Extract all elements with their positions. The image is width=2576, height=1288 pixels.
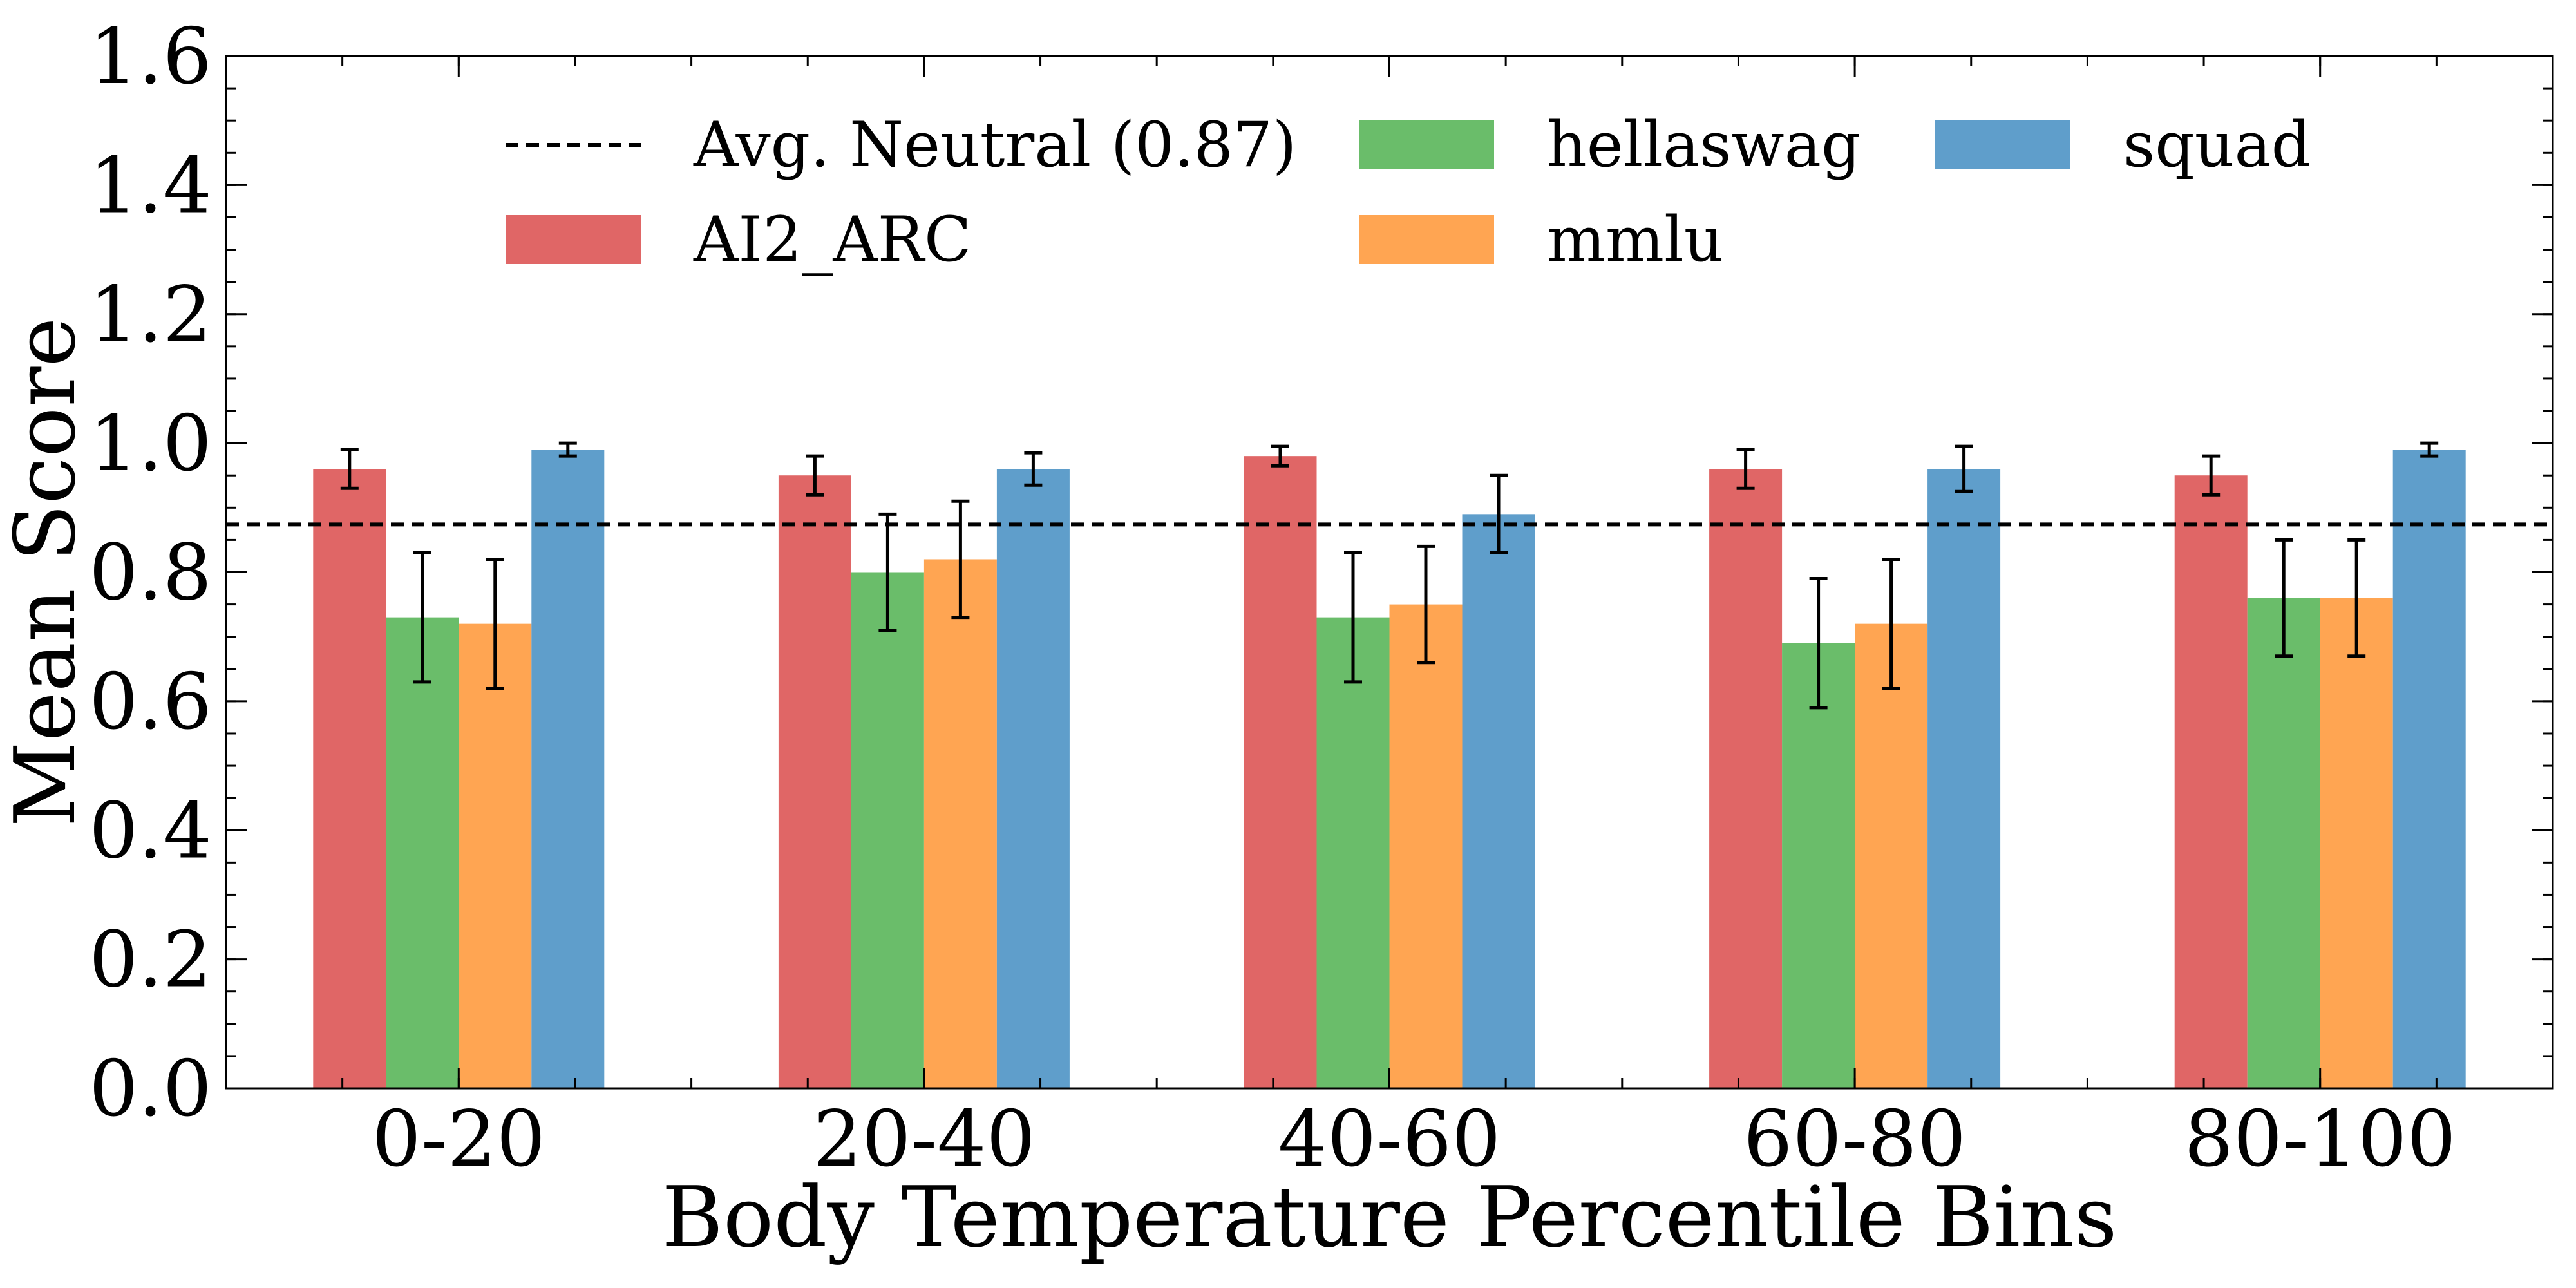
bar [851, 572, 924, 1088]
error-bar [2347, 538, 2366, 658]
bar [2174, 475, 2248, 1088]
legend-label: hellaswag [1547, 109, 1861, 181]
legend-label: mmlu [1547, 204, 1724, 276]
legend-item: mmlu [1359, 204, 1724, 276]
error-bars-layer [340, 441, 2439, 710]
x-tick-label: 60-80 [1743, 1095, 1966, 1184]
bar [313, 469, 386, 1088]
bar [459, 623, 532, 1088]
x-tick-label: 0-20 [372, 1095, 546, 1184]
legend-label: squad [2123, 109, 2311, 181]
bar [996, 469, 1070, 1088]
y-tick-label: 1.4 [89, 141, 212, 231]
legend-swatch [1359, 120, 1494, 169]
error-bar [951, 499, 970, 620]
legend: Avg. Neutral (0.87) AI2_ARC hellaswag mmlu… [506, 109, 2311, 276]
y-tick-label: 0.8 [89, 529, 212, 618]
x-axis-label: Body Temperature Percentile Bins [661, 1168, 2117, 1266]
bars-layer [313, 450, 2466, 1088]
error-bar [2275, 538, 2293, 658]
bar [1462, 514, 1535, 1088]
error-bar [413, 551, 431, 684]
x-tick-label: 20-40 [813, 1095, 1036, 1184]
x-tick-label: 80-100 [2184, 1095, 2456, 1184]
y-tick-label: 0.2 [89, 916, 212, 1005]
error-bar [2420, 441, 2439, 458]
error-bar [558, 441, 577, 458]
bar [1782, 643, 1855, 1088]
x-tick-label: 40-60 [1278, 1095, 1501, 1184]
bar [1709, 469, 1783, 1088]
legend-label: AI2_ARC [693, 204, 971, 276]
legend-swatch [506, 215, 641, 264]
legend-item: AI2_ARC [506, 204, 971, 276]
legend-reference-label: Avg. Neutral (0.87) [693, 109, 1296, 181]
bar [2247, 598, 2320, 1088]
error-bar [1882, 557, 1900, 690]
bar [1855, 623, 1928, 1088]
error-bar [2202, 454, 2221, 497]
bar [2320, 598, 2393, 1088]
error-bar [1417, 544, 1435, 665]
legend-item: squad [1935, 109, 2311, 181]
y-tick-label: 0.4 [89, 786, 212, 876]
error-bar [806, 454, 824, 497]
error-bar [1024, 451, 1043, 487]
bar [531, 450, 605, 1088]
legend-swatch [1359, 215, 1494, 264]
error-bar [1271, 444, 1289, 468]
bar [778, 475, 851, 1088]
y-tick-label: 1.6 [89, 12, 212, 102]
error-bar [340, 448, 359, 490]
error-bar [1490, 473, 1508, 554]
error-bar [1809, 577, 1828, 710]
bar [2392, 450, 2466, 1088]
bar [1389, 604, 1463, 1088]
bar [923, 559, 997, 1088]
ticks-layer: 0.0 0.2 0.4 0.6 0.8 1.0 1.2 1.4 1.6 0-20 20-40 40-6… [89, 12, 2554, 1184]
bar [386, 617, 459, 1088]
error-bar [1736, 448, 1755, 490]
legend-swatch [1935, 120, 2070, 169]
y-axis-label: Mean Score [0, 317, 94, 828]
legend-item: hellaswag [1359, 109, 1861, 181]
y-tick-label: 1.0 [89, 399, 212, 489]
y-tick-label: 0.6 [89, 658, 212, 747]
error-bar [1344, 551, 1362, 684]
bar [1244, 456, 1317, 1088]
error-bar [486, 557, 504, 690]
bar [1316, 617, 1390, 1088]
bar [1927, 469, 2001, 1088]
error-bar [878, 512, 897, 632]
y-tick-label: 0.0 [89, 1045, 212, 1134]
y-tick-label: 1.2 [89, 270, 212, 360]
error-bar [1955, 444, 1973, 493]
